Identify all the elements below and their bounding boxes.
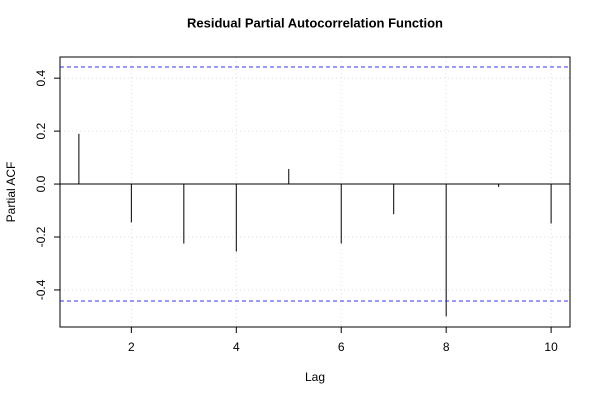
x-tick-label: 4 [233,340,240,354]
y-tick-label: -0.4 [34,279,48,300]
chart-title: Residual Partial Autocorrelation Functio… [187,15,443,30]
plot-frame [59,56,571,328]
y-axis-label: Partial ACF [4,162,18,223]
y-tick-label: 0.4 [34,70,48,87]
y-tick-label: 0.0 [34,175,48,192]
y-tick-label: 0.2 [34,122,48,139]
x-axis-label: Lag [305,370,325,384]
x-tick-label: 6 [338,340,345,354]
x-tick-label: 8 [443,340,450,354]
x-tick-label: 10 [544,340,558,354]
x-tick-label: 2 [128,340,135,354]
y-tick-label: -0.2 [34,226,48,247]
